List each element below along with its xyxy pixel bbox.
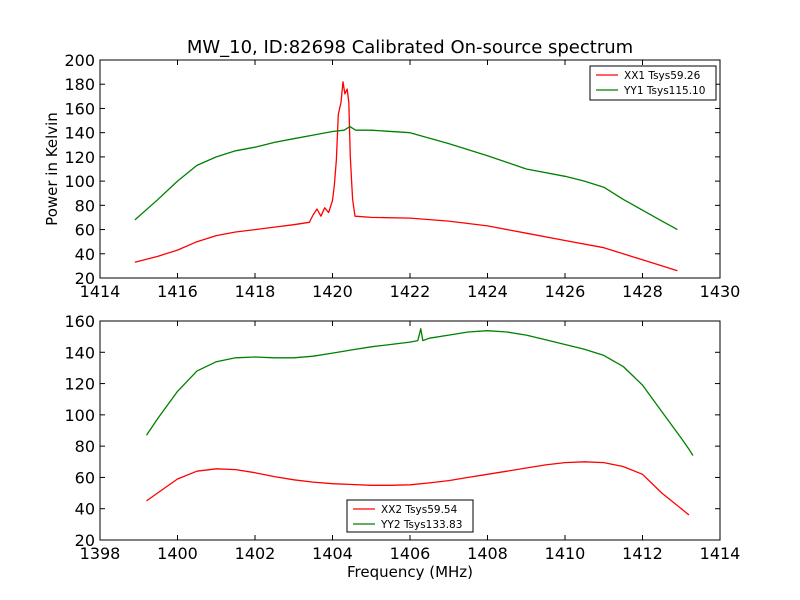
- legend-box-1: [589, 65, 717, 101]
- y-tick-label: 120: [64, 148, 95, 167]
- y-tick-label: 40: [75, 500, 95, 519]
- x-tick-label: 1398: [80, 544, 121, 563]
- y-tick-label: 180: [64, 75, 95, 94]
- legend-box-2: [346, 499, 474, 533]
- x-tick-label: 1414: [80, 282, 121, 301]
- y-tick-label: 20: [75, 269, 95, 288]
- x-tick-label: 1408: [467, 544, 508, 563]
- y-tick-label: 60: [75, 221, 95, 240]
- y-tick-label: 20: [75, 531, 95, 550]
- series-line-1-1: [134, 81, 678, 272]
- y-tick-label: 160: [64, 99, 95, 118]
- y-tick-label: 160: [64, 312, 95, 331]
- legend-label: XX1 Tsys59.26: [624, 70, 701, 82]
- legend-label: YY2 Tsys133.83: [380, 519, 462, 531]
- x-tick-label: 1426: [545, 282, 586, 301]
- y-tick-label: 100: [64, 172, 95, 191]
- legend-label: YY1 Tsys115.10: [623, 85, 705, 97]
- chart-title: MW_10, ID:82698 Calibrated On-source spe…: [187, 37, 633, 58]
- x-axis-label: Frequency (MHz): [347, 563, 473, 581]
- y-tick-label: 200: [64, 51, 95, 70]
- x-tick-label: 1414: [700, 544, 741, 563]
- y-tick-label: 80: [75, 437, 95, 456]
- x-tick-label: 1424: [467, 282, 508, 301]
- x-tick-label: 1420: [312, 282, 353, 301]
- y-tick-label: 80: [75, 196, 95, 215]
- x-tick-label: 1404: [312, 544, 353, 563]
- y-tick-label: 140: [64, 124, 95, 143]
- x-tick-label: 1410: [545, 544, 586, 563]
- x-tick-label: 1418: [235, 282, 276, 301]
- x-tick-label: 1412: [622, 544, 663, 563]
- y-tick-label: 100: [64, 406, 95, 425]
- x-tick-label: 1416: [157, 282, 198, 301]
- x-tick-label: 1400: [157, 544, 198, 563]
- y-axis-label: Power in Kelvin: [43, 112, 61, 226]
- y-tick-label: 140: [64, 343, 95, 362]
- x-tick-label: 1428: [622, 282, 663, 301]
- series-line-1-2: [134, 125, 678, 231]
- x-tick-label: 1422: [390, 282, 431, 301]
- x-tick-label: 1406: [390, 544, 431, 563]
- x-tick-label: 1430: [700, 282, 741, 301]
- series-line-2-1: [146, 461, 690, 516]
- y-tick-label: 40: [75, 245, 95, 264]
- x-tick-label: 1402: [235, 544, 276, 563]
- legend-label: XX2 Tsys59.54: [381, 504, 458, 516]
- y-tick-label: 60: [75, 468, 95, 487]
- y-tick-label: 120: [64, 375, 95, 394]
- series-line-2-2: [145, 328, 694, 456]
